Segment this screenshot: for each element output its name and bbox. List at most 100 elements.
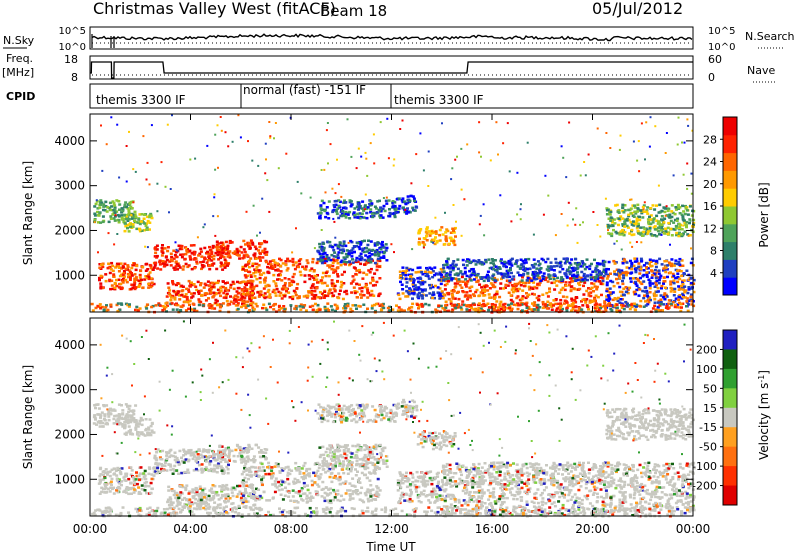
range-cell (537, 304, 540, 307)
range-cell (497, 306, 500, 309)
range-cell (564, 273, 567, 276)
range-cell (653, 305, 656, 308)
range-cell (102, 221, 105, 224)
range-cell (457, 291, 460, 294)
range-cell (192, 454, 195, 457)
range-cell (326, 212, 329, 215)
range-cell (558, 291, 561, 294)
range-cell (94, 417, 97, 420)
range-cell (220, 289, 223, 292)
range-cell (168, 293, 171, 296)
range-cell (503, 261, 506, 264)
range-cell (98, 267, 101, 270)
range-cell (216, 304, 219, 307)
range-cell (183, 461, 186, 464)
range-cell (542, 307, 545, 310)
range-cell (218, 292, 221, 295)
range-cell (162, 469, 165, 472)
range-cell (680, 275, 683, 278)
range-cell (689, 205, 692, 208)
range-cell (336, 273, 339, 276)
range-cell (413, 198, 416, 201)
range-cell (336, 308, 339, 311)
range-cell (578, 284, 581, 287)
range-cell (577, 242, 579, 244)
range-cell (161, 450, 164, 453)
range-cell (145, 270, 148, 273)
range-cell (570, 290, 573, 293)
range-cell (327, 122, 329, 124)
range-cell (131, 414, 134, 417)
range-cell (507, 272, 510, 275)
range-cell (521, 289, 524, 292)
range-cell (129, 226, 132, 229)
range-cell (239, 447, 242, 450)
range-cell (555, 309, 558, 312)
range-cell (578, 288, 581, 291)
range-cell (366, 212, 368, 214)
range-cell (513, 303, 516, 306)
range-cell (99, 307, 102, 310)
range-cell (658, 185, 660, 187)
range-cell (609, 213, 612, 216)
velocity-scatter-cells (91, 320, 696, 517)
range-cell (355, 283, 358, 286)
range-cell (209, 285, 212, 288)
range-cell (639, 226, 642, 229)
range-cell (643, 306, 646, 309)
range-cell (520, 284, 523, 287)
power-colorbar-swatch (723, 242, 737, 260)
range-cell (109, 209, 112, 212)
range-cell (227, 456, 230, 459)
range-cell (682, 218, 685, 221)
frequency-panel-frame (90, 56, 693, 79)
range-cell (612, 225, 615, 228)
range-cell (681, 265, 684, 268)
range-cell (440, 226, 443, 229)
range-cell (390, 243, 392, 245)
range-cell (629, 277, 632, 280)
range-cell (459, 280, 462, 283)
range-cell (207, 297, 210, 300)
range-cell (565, 176, 567, 178)
range-cell (162, 262, 165, 265)
range-cell (340, 196, 342, 198)
range-cell (623, 308, 626, 311)
range-cell (170, 256, 173, 258)
range-cell (393, 158, 395, 160)
range-cell (458, 278, 461, 281)
range-cell (279, 265, 282, 268)
range-cell (129, 276, 132, 279)
range-cell (664, 287, 667, 290)
range-cell (268, 272, 271, 275)
range-cell (151, 282, 154, 285)
range-cell (411, 297, 414, 300)
range-cell (99, 199, 102, 202)
range-cell (128, 218, 131, 221)
range-cell (132, 223, 135, 226)
power-colorbar-swatch (723, 117, 737, 135)
range-cell (341, 273, 344, 276)
range-cell (565, 285, 568, 288)
range-cell (282, 262, 285, 265)
range-cell (545, 292, 548, 295)
range-cell (126, 145, 128, 147)
range-cell (655, 277, 658, 280)
range-cell (646, 262, 649, 265)
range-cell (450, 237, 453, 240)
range-cell (643, 264, 646, 267)
range-cell (265, 254, 268, 257)
range-cell (426, 239, 429, 242)
range-cell (218, 498, 221, 501)
freq-left-label: Freq. (6, 52, 33, 65)
range-cell (460, 148, 462, 150)
range-cell (538, 306, 541, 309)
range-cell (126, 227, 129, 230)
range-cell (190, 281, 193, 284)
range-cell (179, 248, 182, 251)
range-cell (117, 265, 120, 268)
range-cell (450, 300, 453, 303)
range-cell (114, 287, 117, 290)
range-cell (404, 209, 406, 211)
range-cell (147, 426, 150, 429)
